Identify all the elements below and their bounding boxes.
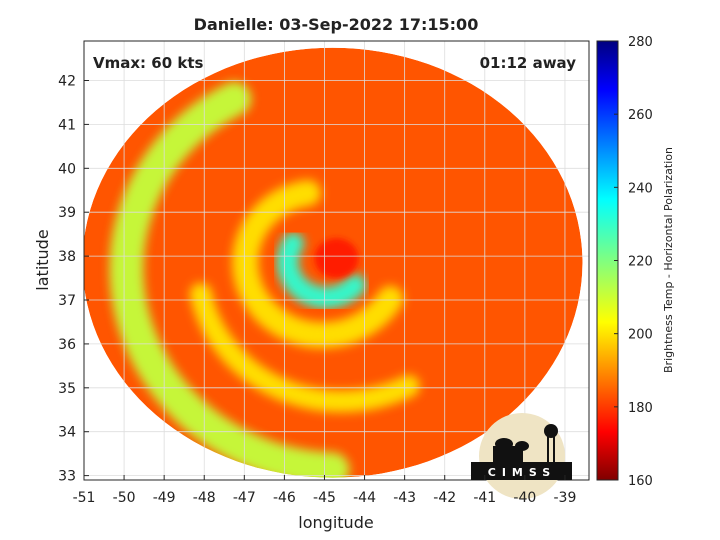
x-axis-label: longitude	[298, 513, 373, 532]
y-tick-label: 37	[58, 293, 76, 309]
logo-band	[471, 462, 572, 480]
outer-band-west	[109, 81, 350, 478]
colorbar-tick-label: 160	[628, 474, 653, 489]
cimss-logo: CIMSS	[471, 413, 572, 499]
x-tick-label: -51	[73, 490, 96, 506]
x-axis: -51 -50 -49 -48 -47 -46 -45 -44 -43 -42 -41 -40 -39	[73, 475, 577, 506]
plot-area	[84, 41, 589, 480]
storm-center	[314, 238, 359, 279]
vmax-annotation: Vmax: 60 kts	[93, 54, 203, 72]
y-axis-label: latitude	[33, 229, 52, 290]
x-tick-label: -39	[554, 490, 577, 506]
y-tick-label: 40	[58, 161, 76, 177]
x-tick-label: -46	[273, 490, 296, 506]
colorbar-ticks: 160 180 200 220 240 260 280	[614, 35, 653, 489]
time-offset-annotation: 01:12 away	[480, 54, 577, 72]
outer-band-south	[189, 283, 420, 413]
swath-layer	[84, 47, 583, 478]
x-tick-label: -47	[233, 490, 256, 506]
colorbar-tick-label: 240	[628, 181, 653, 196]
colorbar-tick-label: 200	[628, 328, 653, 343]
x-tick-label: -40	[513, 490, 536, 506]
y-tick-label: 34	[58, 425, 76, 441]
colorbar-tick-label: 260	[628, 108, 653, 123]
y-axis: 33 34 35 36 37 38 39 40 41 42	[58, 74, 89, 485]
x-tick-label: -49	[153, 490, 176, 506]
x-tick-label: -45	[313, 490, 336, 506]
y-tick-label: 39	[58, 205, 76, 221]
building-icon	[493, 446, 523, 462]
y-tick-label: 42	[58, 74, 76, 90]
y-tick-label: 35	[58, 381, 76, 397]
colorbar: 160 180 200 220 240 260 280 Brightness Temp - …	[596, 35, 675, 489]
water-tower-icon	[544, 424, 558, 438]
plot-frame	[83, 40, 590, 481]
eyewall	[276, 232, 367, 309]
grid-layer	[84, 41, 589, 480]
y-tick-label: 33	[58, 469, 76, 485]
water-tower-leg	[547, 436, 549, 462]
colorbar-label: Brightness Temp - Horizontal Polarizatio…	[662, 147, 675, 373]
chart-title: Danielle: 03-Sep-2022 17:15:00	[194, 15, 479, 34]
water-tower-leg	[553, 436, 555, 462]
x-tick-label: -43	[393, 490, 416, 506]
x-tick-label: -50	[113, 490, 136, 506]
x-tick-label: -41	[473, 490, 496, 506]
colorbar-tick-label: 220	[628, 255, 653, 270]
swath-fill	[84, 47, 583, 478]
colorbar-tick-label: 280	[628, 35, 653, 50]
logo-text: CIMSS	[488, 466, 556, 479]
x-tick-label: -44	[353, 490, 376, 506]
y-tick-label: 41	[58, 117, 76, 133]
x-tick-label: -42	[433, 490, 456, 506]
x-tick-label: -48	[193, 490, 216, 506]
inner-band	[232, 180, 404, 349]
y-tick-label: 36	[58, 337, 76, 353]
colorbar-tick-label: 180	[628, 401, 653, 416]
y-tick-label: 38	[58, 249, 76, 265]
